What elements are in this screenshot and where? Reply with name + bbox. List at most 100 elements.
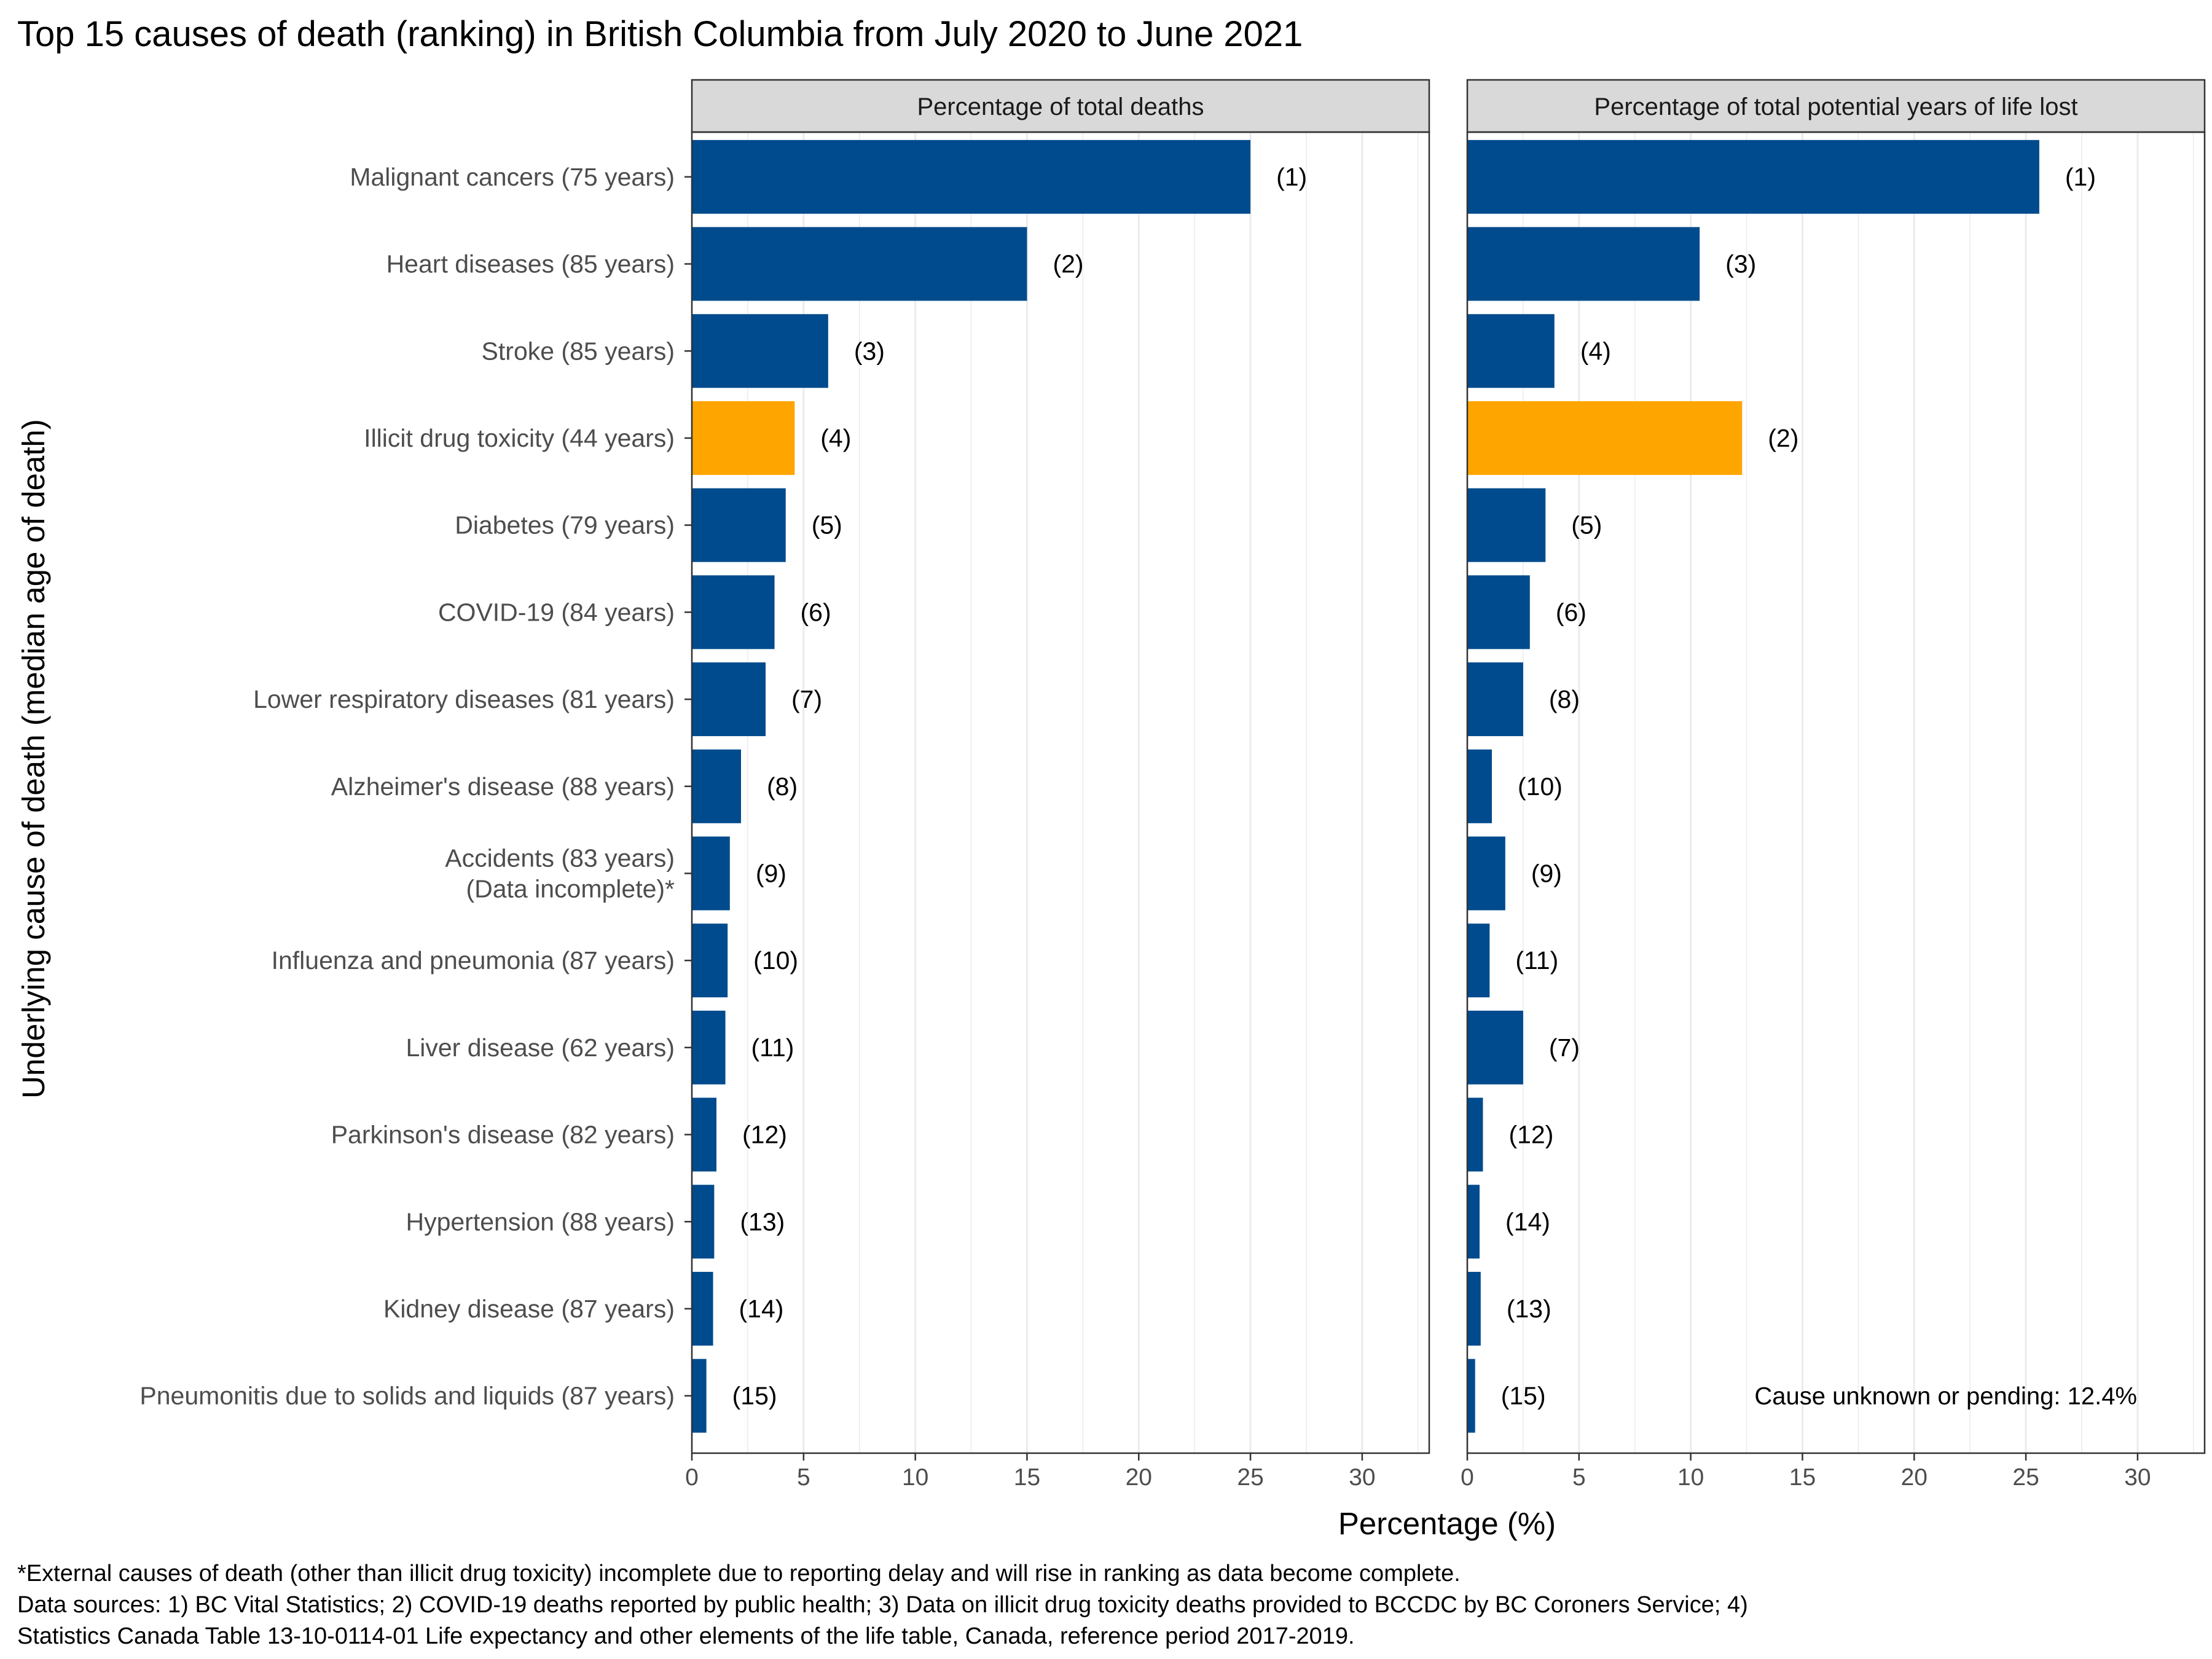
x-tick-label: 25 <box>2012 1464 2039 1491</box>
rank-label: (4) <box>820 424 851 452</box>
bar <box>1467 1185 1480 1259</box>
rank-label: (12) <box>742 1121 787 1149</box>
rank-label: (7) <box>1549 1033 1580 1062</box>
panel-border <box>691 131 1430 1454</box>
category-label: Malignant cancers (75 years) <box>350 163 675 191</box>
bar <box>692 662 766 737</box>
footnote-3: Statistics Canada Table 13-10-0114-01 Li… <box>17 1623 1355 1649</box>
rank-label: (5) <box>812 511 842 539</box>
category-label: Accidents (83 years) (Data incomplete)* <box>445 844 675 903</box>
bar <box>1467 1271 1481 1346</box>
bar <box>692 749 741 823</box>
rank-label: (14) <box>1505 1207 1550 1236</box>
x-tick-label: 15 <box>1789 1464 1816 1491</box>
chart-title: Top 15 causes of death (ranking) in Brit… <box>17 14 1303 54</box>
x-tick-label: 5 <box>797 1464 810 1491</box>
rank-label: (3) <box>1725 250 1756 278</box>
y-axis-title: Underlying cause of death (median age of… <box>16 419 51 1099</box>
rank-label: (8) <box>1549 685 1580 713</box>
bar <box>1467 1359 1475 1433</box>
bar <box>692 1097 716 1172</box>
rank-label: (15) <box>732 1382 777 1410</box>
facet-strip-label: Percentage of total potential years of l… <box>1594 93 2077 120</box>
category-label: Heart diseases (85 years) <box>386 250 675 278</box>
x-tick-label: 20 <box>1126 1464 1152 1491</box>
bar <box>692 227 1027 301</box>
x-tick-label: 0 <box>1461 1464 1474 1491</box>
rank-label: (5) <box>1571 511 1602 539</box>
bar <box>1467 575 1530 649</box>
bar <box>1467 314 1555 388</box>
footnote-2: Data sources: 1) BC Vital Statistics; 2)… <box>17 1592 1748 1618</box>
rank-label: (13) <box>740 1207 785 1236</box>
rank-label: (12) <box>1508 1121 1553 1149</box>
rank-label: (9) <box>756 859 786 887</box>
rank-label: (3) <box>854 337 885 365</box>
bar <box>692 1271 713 1346</box>
rank-label: (6) <box>801 598 831 626</box>
panel-1: Percentage of total deaths (1) (2) (3) (4) (5… <box>685 79 1430 1491</box>
x-axis-title: Percentage (%) <box>1338 1506 1556 1541</box>
facet-strip <box>1466 79 2206 133</box>
category-label: Influenza and pneumonia (87 years) <box>272 946 675 975</box>
facet-panels: Percentage of total deaths (1) (2) (3) (4) (5… <box>685 79 2206 1491</box>
rank-label: (11) <box>1515 946 1558 975</box>
rank-label: (1) <box>2065 163 2096 191</box>
bar <box>1467 401 1743 475</box>
rank-label: (11) <box>751 1033 794 1062</box>
x-tick-label: 15 <box>1014 1464 1040 1491</box>
bar <box>692 1185 715 1259</box>
x-tick-label: 30 <box>1349 1464 1375 1491</box>
bar <box>692 488 786 562</box>
rank-label: (2) <box>1053 250 1083 278</box>
bar <box>1467 1010 1523 1084</box>
bar <box>1467 662 1523 737</box>
x-tick-label: 20 <box>1901 1464 1928 1491</box>
x-tick-label: 0 <box>685 1464 699 1491</box>
facet-strip-label: Percentage of total deaths <box>917 93 1204 120</box>
panel-background <box>1467 132 2205 1453</box>
bar <box>1467 227 1700 301</box>
rank-label: (2) <box>1768 424 1798 452</box>
bar <box>692 139 1251 214</box>
x-tick-label: 30 <box>2124 1464 2151 1491</box>
bar <box>1467 488 1546 562</box>
footnote-1: *External causes of death (other than il… <box>17 1561 1461 1586</box>
category-label: Lower respiratory diseases (81 years) <box>253 685 675 713</box>
category-label: Stroke (85 years) <box>482 337 675 365</box>
rank-label: (10) <box>753 946 798 975</box>
x-tick-label: 10 <box>902 1464 928 1491</box>
rank-label: (15) <box>1501 1382 1546 1410</box>
x-tick-label: 25 <box>1237 1464 1263 1491</box>
category-label: Pneumonitis due to solids and liquids (8… <box>139 1382 675 1410</box>
rank-label: (8) <box>767 772 798 801</box>
bar <box>692 314 828 388</box>
category-label: Liver disease (62 years) <box>406 1033 675 1062</box>
category-label: Alzheimer's disease (88 years) <box>331 772 675 801</box>
bar <box>1467 139 2039 214</box>
panel-border <box>1466 131 2206 1454</box>
rank-label: (6) <box>1556 598 1586 626</box>
rank-label: (10) <box>1518 772 1563 801</box>
bar <box>1467 749 1492 823</box>
category-label: Hypertension (88 years) <box>406 1207 675 1236</box>
panel-annotation: Cause unknown or pending: 12.4% <box>1754 1383 2137 1410</box>
panel-2: Percentage of total potential years of l… <box>1461 79 2206 1491</box>
category-label: Illicit drug toxicity (44 years) <box>364 424 675 452</box>
bar <box>692 1359 707 1433</box>
rank-label: (1) <box>1276 163 1307 191</box>
bar <box>1467 1097 1483 1172</box>
bar <box>1467 836 1505 911</box>
x-tick-label: 5 <box>1572 1464 1586 1491</box>
category-label: Diabetes (79 years) <box>455 511 675 539</box>
category-label: Kidney disease (87 years) <box>383 1295 675 1323</box>
category-label: COVID-19 (84 years) <box>438 598 675 626</box>
x-tick-label: 10 <box>1677 1464 1704 1491</box>
bar <box>692 836 730 911</box>
category-label: Parkinson's disease (82 years) <box>331 1121 675 1149</box>
facet-strip <box>691 79 1430 133</box>
bar <box>692 575 775 649</box>
category-labels: Malignant cancers (75 years) Heart diseas… <box>139 163 692 1410</box>
rank-label: (14) <box>739 1295 784 1323</box>
